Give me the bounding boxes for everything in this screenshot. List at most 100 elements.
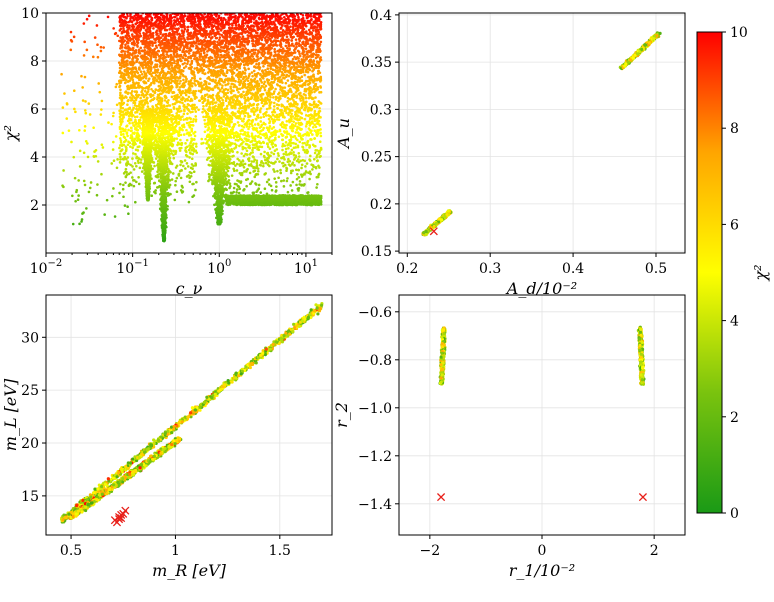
data-point (205, 53, 209, 57)
data-point (193, 55, 197, 58)
data-point (244, 122, 248, 125)
data-point (186, 112, 189, 115)
data-point (147, 21, 150, 24)
data-point (182, 123, 186, 127)
data-point (275, 185, 278, 188)
data-point (253, 175, 257, 179)
data-point (204, 36, 207, 39)
data-point (140, 86, 144, 89)
data-point (267, 160, 271, 164)
data-point (236, 151, 239, 154)
data-point (124, 181, 127, 184)
data-point (129, 96, 132, 99)
data-point (133, 101, 137, 105)
data-point (203, 118, 206, 122)
data-point (136, 95, 139, 99)
data-point (246, 79, 250, 83)
data-point (263, 111, 267, 115)
data-point (191, 120, 195, 123)
data-point (265, 180, 269, 184)
data-point (255, 62, 258, 66)
data-point (232, 154, 235, 158)
data-point (204, 125, 207, 128)
data-point (309, 131, 312, 134)
data-point (267, 183, 271, 186)
data-point (289, 25, 292, 28)
data-point (304, 96, 308, 100)
data-point (240, 173, 244, 177)
data-point (308, 177, 311, 181)
data-point (132, 40, 136, 43)
data-point (155, 59, 159, 63)
data-point (272, 92, 276, 95)
data-point (253, 52, 256, 56)
data-point (239, 106, 242, 110)
scatter-points (60, 13, 323, 243)
data-point (194, 142, 198, 146)
data-point (197, 20, 201, 23)
data-point (188, 180, 192, 184)
data-point (181, 128, 184, 132)
data-point (259, 191, 263, 194)
data-point (281, 134, 284, 137)
data-point (199, 77, 202, 81)
data-point (289, 35, 293, 39)
data-point (227, 59, 231, 63)
data-point (194, 188, 197, 192)
data-point (150, 98, 154, 102)
data-point (221, 19, 225, 22)
data-point (272, 96, 275, 99)
data-point (147, 79, 150, 83)
data-point (221, 84, 224, 87)
data-point (270, 80, 273, 84)
data-point (296, 125, 299, 129)
data-point (175, 55, 178, 59)
data-point (147, 64, 151, 68)
data-point (300, 58, 304, 61)
data-point (297, 176, 301, 179)
data-point (257, 16, 261, 20)
data-point (250, 160, 254, 163)
data-point (179, 93, 183, 97)
data-point (195, 34, 198, 38)
data-point (301, 102, 304, 106)
data-point (171, 69, 174, 73)
data-point (119, 118, 122, 121)
data-point (179, 163, 182, 167)
data-point (175, 176, 179, 180)
data-point (129, 17, 132, 20)
data-point (174, 79, 177, 82)
data-point (190, 59, 194, 63)
data-point (318, 106, 321, 110)
data-point (119, 66, 123, 70)
data-point (137, 145, 141, 148)
data-point (235, 68, 239, 72)
data-point (242, 117, 246, 121)
data-point (295, 106, 298, 109)
data-point (204, 15, 207, 19)
data-point (178, 147, 181, 150)
data-point (266, 151, 270, 155)
data-point (193, 67, 197, 70)
data-point (137, 30, 140, 34)
data-point (237, 90, 240, 94)
data-point (124, 167, 128, 171)
data-point (226, 88, 230, 92)
data-point (274, 181, 278, 184)
data-point (171, 172, 175, 175)
data-point (286, 160, 290, 164)
data-point (310, 138, 313, 141)
data-point (197, 42, 201, 46)
data-point (288, 71, 292, 74)
data-point (220, 34, 224, 37)
data-point (286, 177, 289, 180)
data-point (165, 90, 168, 94)
data-point (268, 34, 272, 38)
data-point (286, 190, 290, 194)
data-point (131, 157, 134, 160)
data-point (241, 145, 245, 149)
data-point (148, 77, 151, 80)
data-point (211, 102, 214, 106)
data-point (281, 121, 284, 125)
data-point (175, 85, 179, 88)
